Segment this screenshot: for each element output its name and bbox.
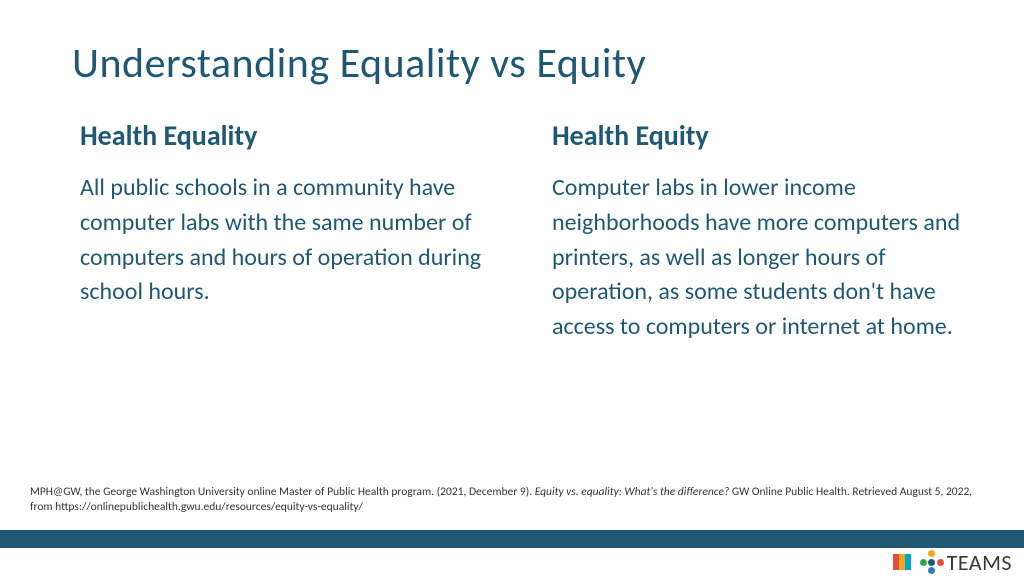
color-stripes-icon: [893, 554, 911, 570]
citation-italic: Equity vs. equality: What's the differen…: [535, 485, 730, 499]
stripe-3: [905, 554, 911, 570]
citation-prefix: MPH@GW, the George Washington University…: [30, 485, 535, 499]
slide: Understanding Equality vs Equity Health …: [0, 0, 1024, 576]
right-heading: Health Equity: [552, 118, 984, 153]
dot-left: [920, 559, 927, 566]
left-column: Health Equality All public schools in a …: [80, 118, 512, 345]
citation: MPH@GW, the George Washington University…: [30, 485, 994, 516]
left-body: All public schools in a community have c…: [80, 171, 512, 310]
dot-bottom: [928, 567, 935, 574]
teams-logo-text: TEAMS: [947, 549, 1012, 576]
teams-logo: TEAMS: [921, 549, 1012, 576]
dot-top: [928, 550, 935, 557]
dot-right: [937, 559, 944, 566]
footer-right: TEAMS: [893, 548, 1012, 576]
slide-title: Understanding Equality vs Equity: [72, 38, 646, 89]
right-column: Health Equity Computer labs in lower inc…: [552, 118, 984, 345]
teams-logo-icon: [921, 551, 943, 573]
left-heading: Health Equality: [80, 118, 512, 153]
right-body: Computer labs in lower income neighborho…: [552, 171, 984, 345]
dot-center: [928, 559, 935, 566]
bottom-bar: [0, 530, 1024, 548]
content-columns: Health Equality All public schools in a …: [80, 118, 984, 345]
